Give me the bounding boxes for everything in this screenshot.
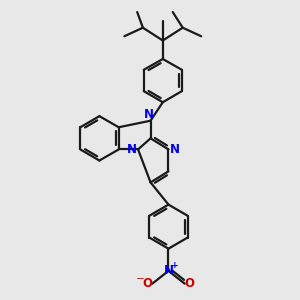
Text: N: N: [164, 263, 173, 277]
Text: O: O: [185, 277, 195, 290]
Text: +: +: [171, 261, 178, 270]
Text: N: N: [127, 143, 137, 156]
Text: −: −: [136, 274, 145, 284]
Text: N: N: [144, 108, 154, 121]
Text: N: N: [170, 143, 180, 156]
Text: O: O: [142, 277, 152, 290]
